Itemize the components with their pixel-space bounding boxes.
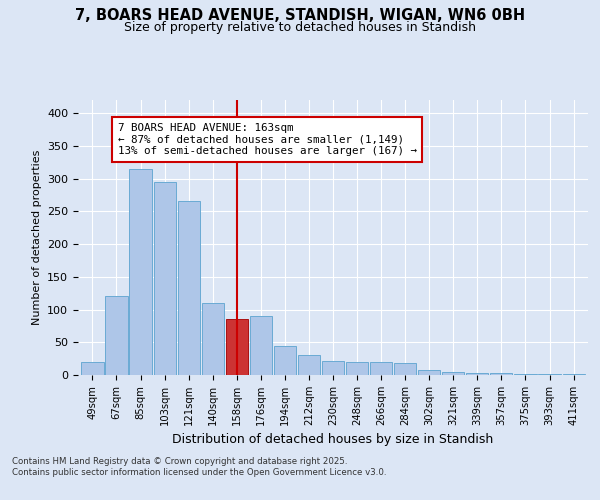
Bar [130,169,152,375]
Bar [202,303,224,375]
Bar [178,202,200,375]
Y-axis label: Number of detached properties: Number of detached properties [32,150,41,325]
Bar [490,373,512,375]
Bar [514,374,536,375]
Bar [154,182,176,375]
Bar [418,370,440,375]
Bar [298,356,320,375]
Bar [106,296,128,375]
Bar [274,346,296,375]
Text: Size of property relative to detached houses in Standish: Size of property relative to detached ho… [124,21,476,34]
Text: 7, BOARS HEAD AVENUE, STANDISH, WIGAN, WN6 0BH: 7, BOARS HEAD AVENUE, STANDISH, WIGAN, W… [75,8,525,22]
Bar [563,374,584,375]
Text: Distribution of detached houses by size in Standish: Distribution of detached houses by size … [172,432,494,446]
Bar [466,373,488,375]
Text: Contains HM Land Registry data © Crown copyright and database right 2025.
Contai: Contains HM Land Registry data © Crown c… [12,458,386,477]
Bar [370,362,392,375]
Bar [226,320,248,375]
Bar [322,360,344,375]
Bar [394,363,416,375]
Text: 7 BOARS HEAD AVENUE: 163sqm
← 87% of detached houses are smaller (1,149)
13% of : 7 BOARS HEAD AVENUE: 163sqm ← 87% of det… [118,123,416,156]
Bar [538,374,560,375]
Bar [442,372,464,375]
Bar [82,362,104,375]
Bar [346,362,368,375]
Bar [250,316,272,375]
